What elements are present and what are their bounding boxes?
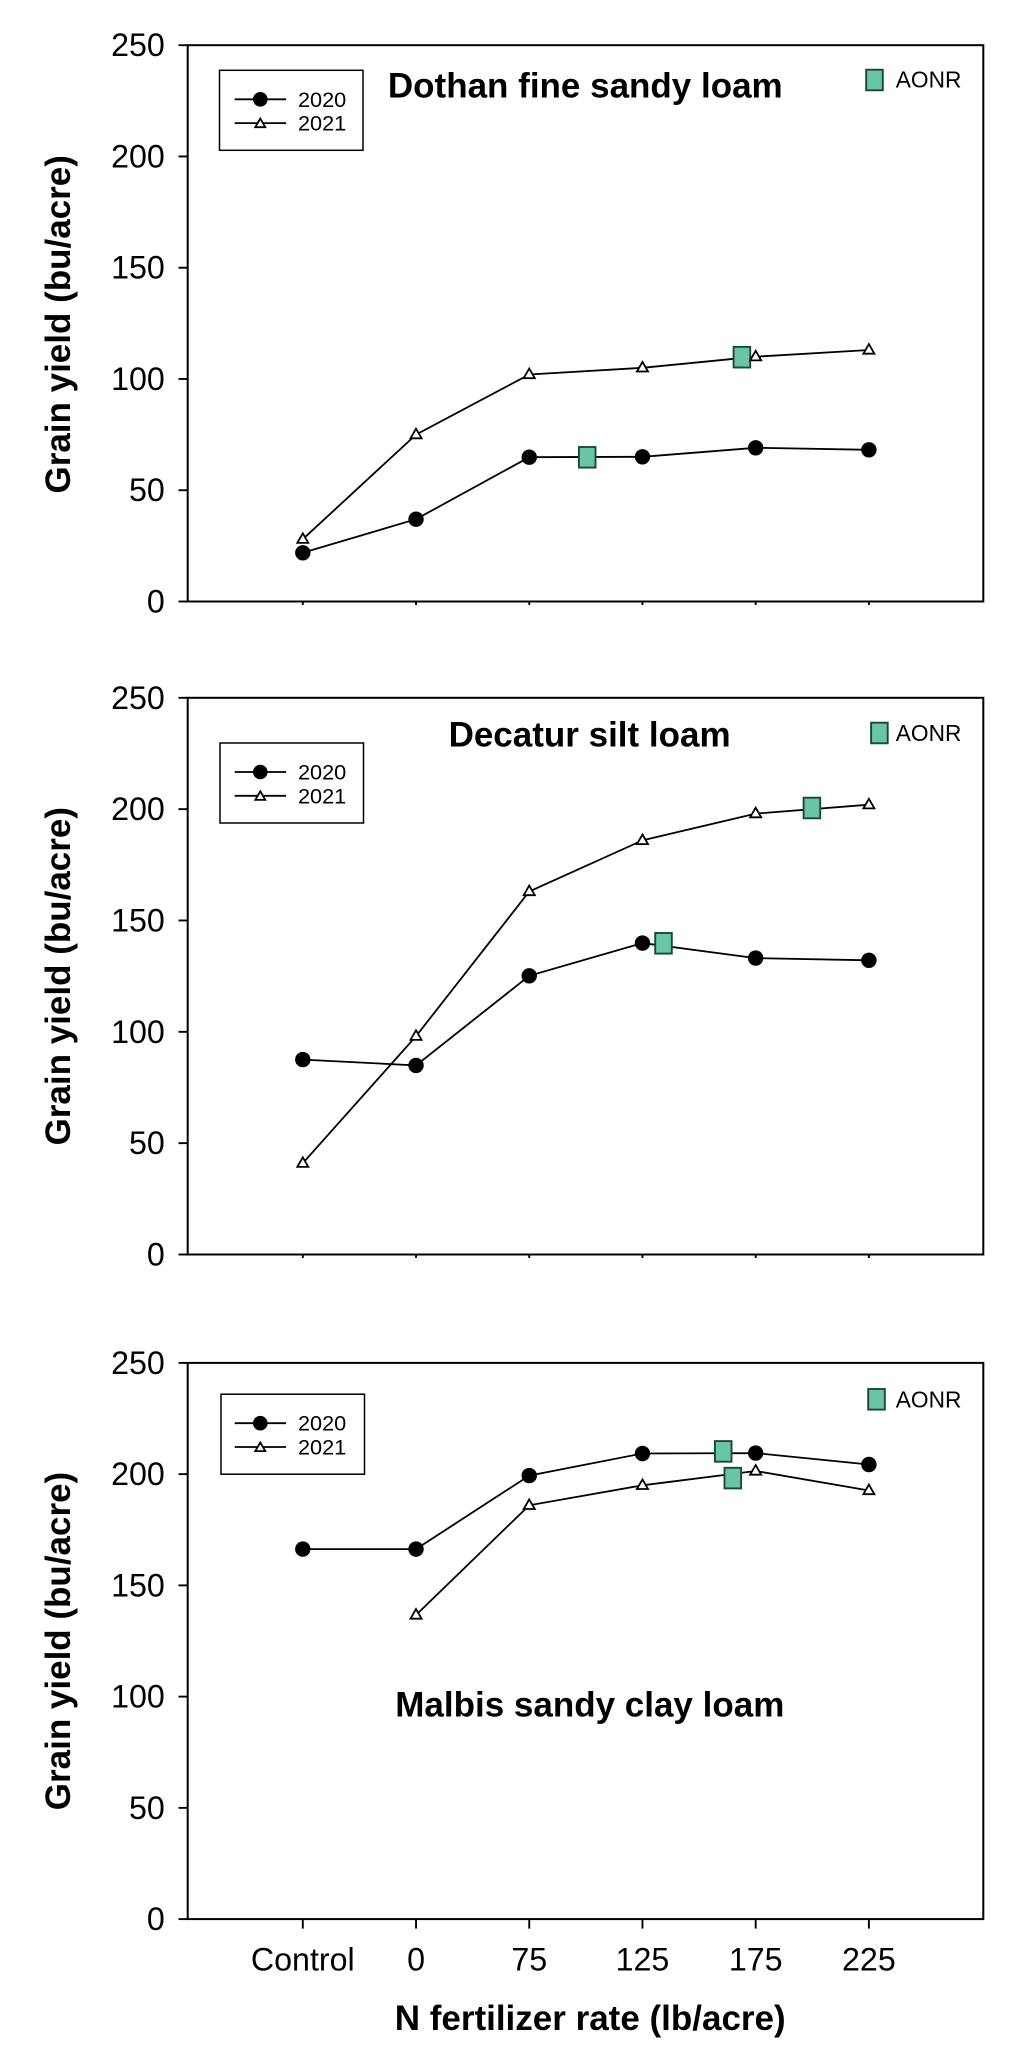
svg-text:50: 50	[129, 1125, 165, 1161]
svg-text:2021: 2021	[298, 783, 346, 808]
svg-text:Decatur silt loam: Decatur silt loam	[449, 716, 731, 755]
svg-text:2021: 2021	[298, 1435, 346, 1460]
svg-text:250: 250	[111, 680, 165, 716]
svg-text:50: 50	[129, 472, 165, 508]
svg-text:0: 0	[407, 1942, 425, 1978]
svg-text:200: 200	[111, 1456, 165, 1492]
svg-text:N fertilizer rate (lb/acre): N fertilizer rate (lb/acre)	[395, 1999, 786, 2038]
svg-text:2020: 2020	[298, 87, 346, 112]
svg-text:250: 250	[111, 27, 165, 63]
svg-text:150: 150	[111, 250, 165, 286]
svg-text:100: 100	[111, 361, 165, 397]
svg-text:100: 100	[111, 1014, 165, 1050]
svg-text:250: 250	[111, 1345, 165, 1381]
svg-text:Malbis sandy clay loam: Malbis sandy clay loam	[395, 1686, 784, 1725]
svg-text:200: 200	[111, 138, 165, 174]
svg-text:Grain yield (bu/acre): Grain yield (bu/acre)	[39, 807, 78, 1145]
svg-text:AONR: AONR	[896, 1386, 962, 1412]
svg-text:Grain yield (bu/acre): Grain yield (bu/acre)	[39, 155, 78, 493]
svg-text:100: 100	[111, 1679, 165, 1715]
svg-text:0: 0	[147, 584, 165, 620]
svg-text:150: 150	[111, 1567, 165, 1603]
svg-text:125: 125	[616, 1942, 670, 1978]
svg-text:50: 50	[129, 1790, 165, 1826]
svg-text:200: 200	[111, 791, 165, 827]
svg-text:0: 0	[147, 1237, 165, 1273]
svg-text:AONR: AONR	[896, 720, 962, 746]
svg-text:AONR: AONR	[896, 67, 962, 93]
svg-text:2020: 2020	[298, 760, 346, 785]
svg-text:2020: 2020	[298, 1411, 346, 1436]
svg-text:175: 175	[729, 1942, 783, 1978]
svg-text:Control: Control	[251, 1942, 355, 1978]
svg-text:75: 75	[511, 1942, 547, 1978]
svg-text:2021: 2021	[298, 111, 346, 136]
svg-text:Grain yield (bu/acre): Grain yield (bu/acre)	[39, 1472, 78, 1810]
svg-text:Dothan fine sandy loam: Dothan fine sandy loam	[388, 67, 783, 106]
svg-text:0: 0	[147, 1901, 165, 1937]
svg-text:150: 150	[111, 902, 165, 938]
svg-text:225: 225	[842, 1942, 896, 1978]
